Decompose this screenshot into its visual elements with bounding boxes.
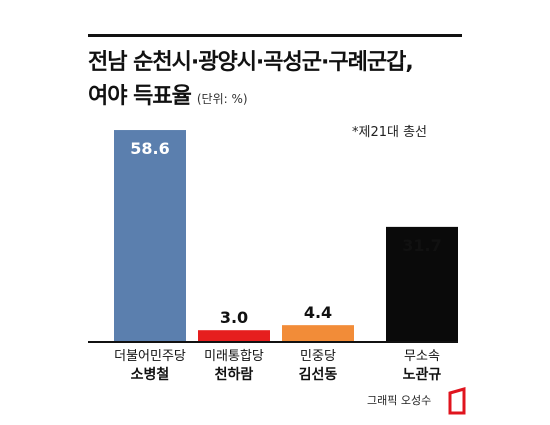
candidate-label-2: 천하람 [215, 366, 254, 383]
value-label-3: 4.4 [304, 303, 332, 322]
unit-label: (단위: %) [196, 92, 248, 106]
bar-4 [386, 226, 458, 341]
chart-title-line1: 전남 순천시·광양시·곡성군·구례군갑, [88, 50, 414, 75]
publisher-logo-icon [448, 387, 466, 415]
chart-title-line2: 여야 득표율 (단위: %) [88, 78, 248, 110]
category-label-1: 더불어민주당 [114, 349, 186, 364]
candidate-label-4: 노관규 [403, 366, 442, 383]
chart-baseline [88, 341, 458, 343]
chart-title-line2-text: 여야 득표율 [88, 84, 192, 109]
bar-1 [114, 130, 186, 341]
election-note: *제21대 총선 [352, 125, 428, 140]
value-label-2: 3.0 [220, 308, 248, 327]
category-label-4: 무소속 [404, 349, 440, 364]
category-label-2: 미래통합당 [204, 349, 264, 364]
bar-2 [198, 330, 270, 341]
candidate-label-3: 김선동 [299, 366, 338, 383]
value-label-1: 58.6 [130, 139, 169, 158]
bar-3 [282, 325, 354, 341]
graphic-credit: 그래픽 오성수 [367, 394, 432, 407]
top-rule [88, 34, 462, 37]
value-label-4: 31.7 [402, 236, 441, 255]
category-label-3: 민중당 [300, 349, 336, 364]
candidate-label-1: 소병철 [131, 366, 170, 383]
